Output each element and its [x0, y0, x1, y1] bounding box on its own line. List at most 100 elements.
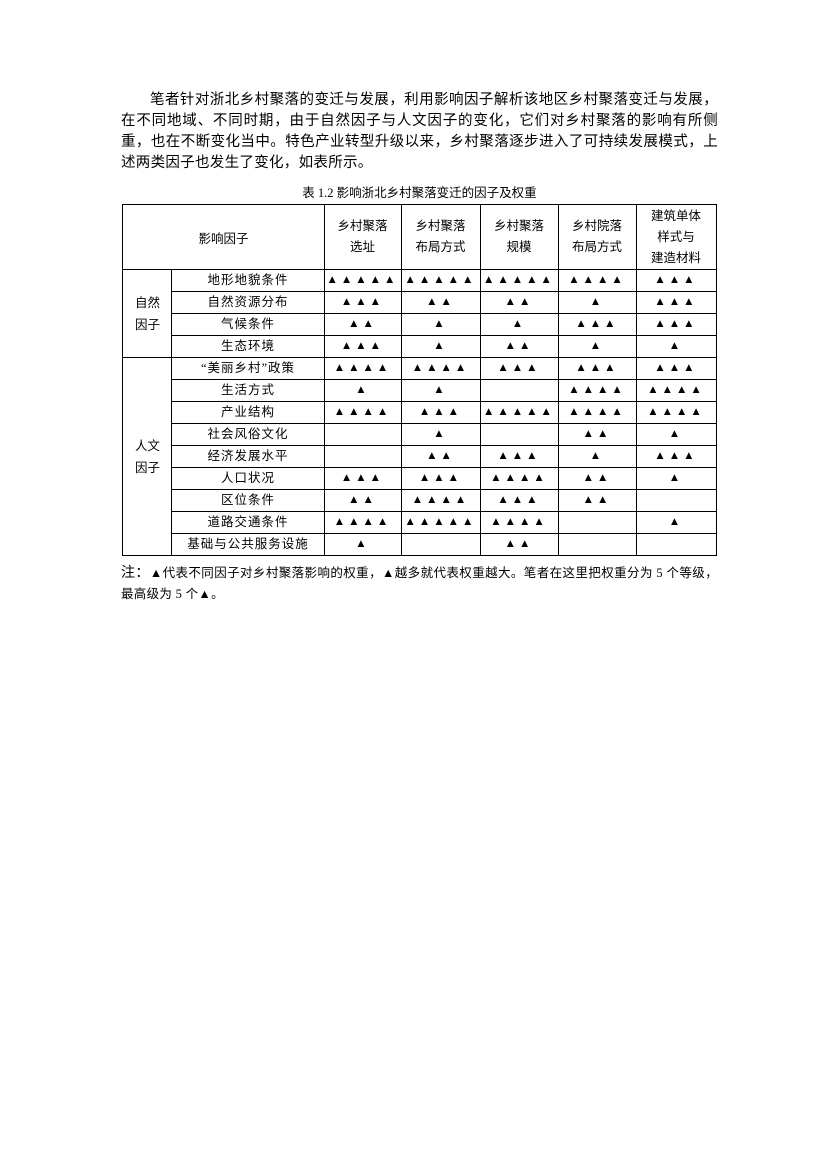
- column-header: 乡村聚落 选址: [323, 204, 402, 270]
- weight-cell: ▲▲▲: [635, 291, 717, 314]
- factor-name: 经济发展水平: [171, 445, 325, 468]
- column-header: 乡村聚落 规模: [479, 204, 559, 270]
- weight-cell: ▲▲▲▲: [323, 357, 402, 380]
- weight-cell: [635, 533, 717, 556]
- column-header: 乡村院落 布局方式: [557, 204, 637, 270]
- factor-name: 气候条件: [171, 313, 325, 336]
- table-row: 人文 因子 “美丽乡村”政策 ▲▲▲▲ ▲▲▲▲ ▲▲▲ ▲▲▲ ▲▲▲: [122, 357, 717, 556]
- factor-name: 区位条件: [171, 489, 325, 512]
- table-caption: 表 1.2 影响浙北乡村聚落变迁的因子及权重: [302, 186, 537, 200]
- weight-cell: ▲▲▲▲▲: [323, 269, 402, 292]
- weight-cell: ▲▲▲: [635, 357, 717, 380]
- weight-cell: [479, 379, 559, 402]
- factor-name: 产业结构: [171, 401, 325, 424]
- weight-cell: ▲▲▲▲: [557, 379, 637, 402]
- weight-cell: ▲▲▲: [479, 357, 559, 380]
- table-row: 自然 因子 地形地貌条件 ▲▲▲▲▲ ▲▲▲▲▲ ▲▲▲▲▲ ▲▲▲▲ ▲▲▲: [122, 269, 717, 358]
- weight-cell: ▲▲▲▲: [323, 511, 402, 534]
- weight-cell: ▲: [479, 313, 559, 336]
- weight-cell: [635, 489, 717, 512]
- table-row: 社会风俗文化 ▲ ▲▲ ▲: [123, 423, 717, 446]
- factor-name: 人口状况: [171, 467, 325, 490]
- weight-cell: ▲▲▲▲▲: [479, 269, 559, 292]
- table-footnote: 注：▲代表不同因子对乡村聚落影响的权重，▲越多就代表权重越大。笔者在这里把权重分…: [121, 563, 718, 605]
- factor-name: 社会风俗文化: [171, 423, 325, 446]
- weight-cell: ▲▲▲: [323, 467, 402, 490]
- weight-cell: ▲▲▲: [400, 467, 481, 490]
- weight-cell: [400, 533, 481, 556]
- weight-cell: ▲▲: [479, 291, 559, 314]
- weight-cell: ▲▲▲▲: [557, 401, 637, 424]
- weight-cell: ▲▲: [400, 291, 481, 314]
- weight-cell: ▲: [323, 533, 402, 556]
- factor-name: 道路交通条件: [171, 511, 325, 534]
- footnote-text: ▲代表不同因子对乡村聚落影响的权重，▲越多就代表权重越大。笔者在这里把权重分为 …: [121, 566, 718, 601]
- weight-cell: ▲▲▲▲: [323, 401, 402, 424]
- weight-cell: ▲: [635, 511, 717, 534]
- weight-cell: ▲▲: [479, 533, 559, 556]
- factor-name: 基础与公共服务设施: [171, 533, 325, 556]
- column-header: 乡村聚落 布局方式: [400, 204, 481, 270]
- weight-cell: [557, 533, 637, 556]
- weight-cell: ▲▲: [323, 313, 402, 336]
- weight-cell: ▲▲▲: [400, 401, 481, 424]
- weight-cell: ▲: [400, 379, 481, 402]
- table-row: 经济发展水平 ▲▲ ▲▲▲ ▲ ▲▲▲: [123, 445, 717, 468]
- weight-cell: ▲▲▲▲: [557, 269, 637, 292]
- weight-cell: ▲: [635, 467, 717, 490]
- weight-cell: ▲▲▲: [479, 445, 559, 468]
- factor-name: “美丽乡村”政策: [171, 357, 325, 380]
- weight-cell: ▲▲: [479, 335, 559, 358]
- factor-group-label: 自然 因子: [122, 269, 173, 358]
- table-row: 区位条件 ▲▲ ▲▲▲▲ ▲▲▲ ▲▲: [123, 489, 717, 512]
- factor-name: 生态环境: [171, 335, 325, 358]
- weight-cell: ▲: [323, 379, 402, 402]
- table-row: 气候条件 ▲▲ ▲ ▲ ▲▲▲ ▲▲▲: [123, 313, 717, 336]
- factor-name: 自然资源分布: [171, 291, 325, 314]
- weight-cell: ▲: [400, 423, 481, 446]
- body-paragraph: 笔者针对浙北乡村聚落的变迁与发展，利用影响因子解析该地区乡村聚落变迁与发展，在不…: [121, 92, 718, 171]
- weight-cell: ▲▲▲: [479, 489, 559, 512]
- weight-cell: ▲▲▲▲: [479, 511, 559, 534]
- weight-cell: ▲: [557, 335, 637, 358]
- table-row: 产业结构 ▲▲▲▲ ▲▲▲ ▲▲▲▲▲ ▲▲▲▲ ▲▲▲▲: [123, 401, 717, 424]
- table-header-row: 影响因子 乡村聚落 选址 乡村聚落 布局方式 乡村聚落 规模 乡村院落 布局方式 建筑单体 样式与…: [122, 204, 717, 270]
- factor-name: 生活方式: [171, 379, 325, 402]
- weight-cell: ▲▲▲: [635, 313, 717, 336]
- table-row: 自然资源分布 ▲▲▲ ▲▲ ▲▲ ▲ ▲▲▲: [123, 291, 717, 314]
- weight-cell: ▲: [557, 445, 637, 468]
- weight-cell: ▲: [557, 291, 637, 314]
- weight-cell: ▲▲▲▲▲: [400, 511, 481, 534]
- weight-cell: ▲▲: [557, 489, 637, 512]
- weight-cell: ▲▲: [557, 467, 637, 490]
- table-row: 生态环境 ▲▲▲ ▲ ▲▲ ▲ ▲: [123, 335, 717, 358]
- weight-cell: ▲: [400, 335, 481, 358]
- table-row: 生活方式 ▲ ▲ ▲▲▲▲ ▲▲▲▲: [123, 379, 717, 402]
- weight-cell: ▲: [635, 335, 717, 358]
- factor-name: 地形地貌条件: [171, 269, 325, 292]
- weight-cell: ▲▲: [323, 489, 402, 512]
- influencing-factors-header: 影响因子: [122, 204, 325, 270]
- table-row: 人口状况 ▲▲▲ ▲▲▲ ▲▲▲▲ ▲▲ ▲: [123, 467, 717, 490]
- weight-cell: ▲▲▲: [323, 335, 402, 358]
- weight-cell: ▲▲▲: [635, 445, 717, 468]
- weight-cell: [557, 511, 637, 534]
- weight-cell: ▲▲▲▲▲: [479, 401, 559, 424]
- weight-cell: ▲: [400, 313, 481, 336]
- weight-cell: ▲▲▲▲: [400, 489, 481, 512]
- table-row: 基础与公共服务设施 ▲ ▲▲: [123, 533, 717, 556]
- weight-cell: ▲▲▲▲: [400, 357, 481, 380]
- weight-cell: ▲: [635, 423, 717, 446]
- weight-cell: [323, 445, 402, 468]
- weight-cell: ▲▲▲: [557, 357, 637, 380]
- factors-weight-table: 影响因子 乡村聚落 选址 乡村聚落 布局方式 乡村聚落 规模 乡村院落 布局方式 建筑单体 样式与…: [122, 204, 717, 556]
- weight-cell: ▲▲▲▲: [479, 467, 559, 490]
- column-header: 建筑单体 样式与 建造材料: [635, 204, 717, 270]
- weight-cell: ▲▲: [400, 445, 481, 468]
- weight-cell: [323, 423, 402, 446]
- weight-cell: ▲▲▲▲: [635, 379, 717, 402]
- weight-cell: [479, 423, 559, 446]
- weight-cell: ▲▲▲: [323, 291, 402, 314]
- factor-group-label: 人文 因子: [122, 357, 173, 556]
